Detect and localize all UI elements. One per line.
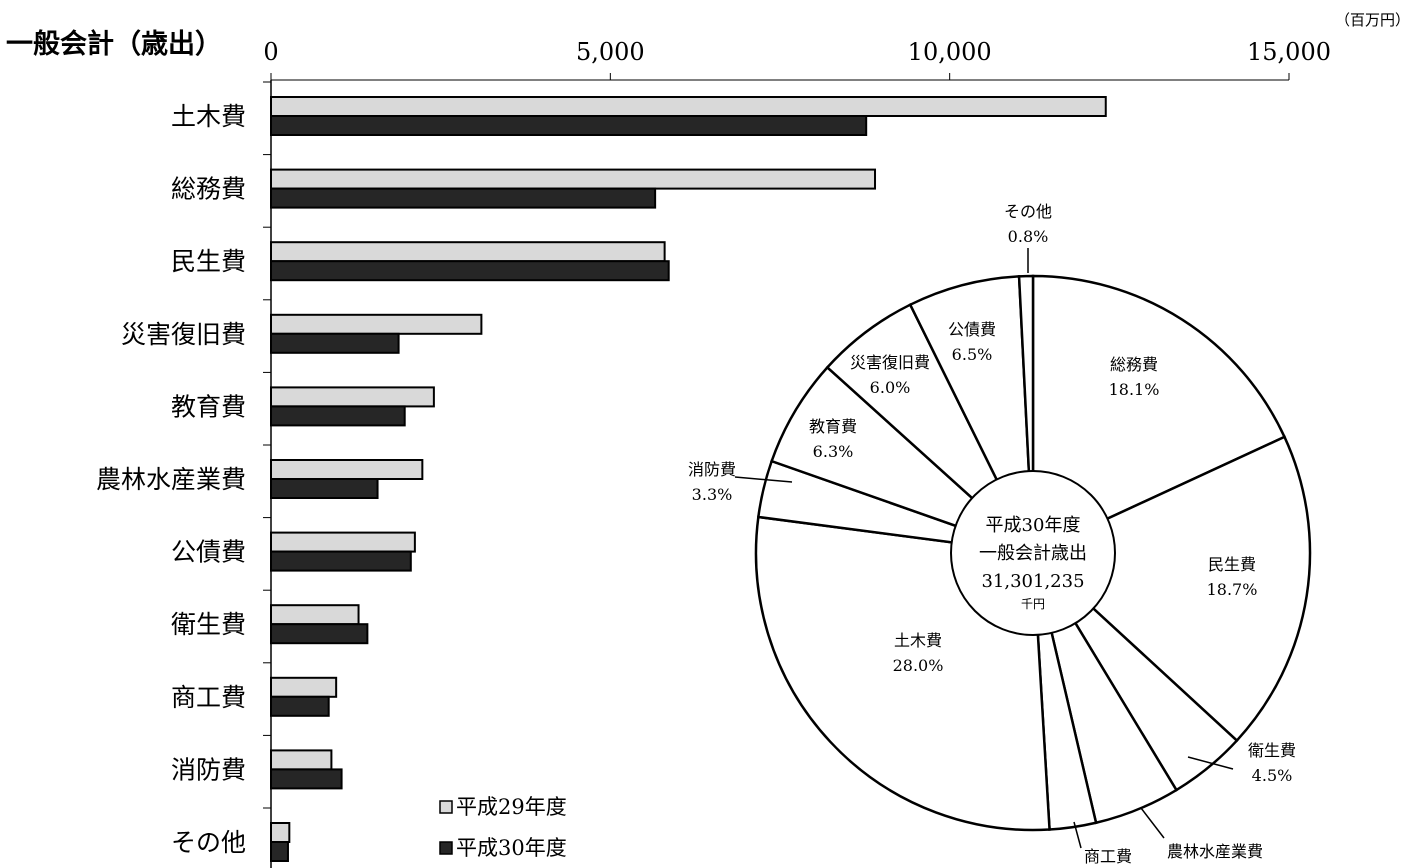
category-label: その他 — [171, 828, 246, 857]
bar-h30 — [270, 768, 343, 790]
leader-line — [1140, 807, 1165, 839]
chart-title: 一般会計（歳出） — [6, 28, 222, 60]
slice-label: 公債費 — [948, 320, 996, 339]
slice-label: 災害復旧費 — [850, 353, 930, 372]
donut-slice — [1031, 274, 1287, 555]
category-label: 消防費 — [171, 755, 246, 784]
category-label: 商工費 — [171, 683, 246, 712]
leader-line — [1187, 756, 1234, 770]
x-tick-label: 10,000 — [908, 38, 992, 66]
bar-h29 — [270, 168, 877, 190]
bar-h29 — [270, 604, 360, 626]
bar-h30 — [270, 405, 406, 427]
legend-label-h30: 平成30年度 — [456, 836, 567, 860]
bar-h30 — [270, 550, 412, 572]
slice-label: 民生費 — [1208, 555, 1256, 574]
slice-label: 総務費 — [1110, 355, 1158, 374]
bar-h30 — [270, 115, 868, 136]
x-tick-label: 5,000 — [576, 38, 645, 66]
bar-h30 — [270, 478, 379, 499]
slice-label: 土木費 — [894, 631, 942, 650]
slice-percent: 6.5% — [952, 345, 993, 364]
bar-h29 — [270, 313, 483, 335]
donut-center-label: 31,301,235 — [981, 571, 1084, 592]
slice-percent: 28.0% — [893, 656, 944, 675]
x-tick-label: 15,000 — [1247, 38, 1331, 66]
donut-slice — [1030, 435, 1312, 743]
bar-h29 — [270, 749, 333, 771]
slice-percent: 6.3% — [813, 442, 854, 461]
category-label: 民生費 — [171, 247, 246, 276]
bar-h29 — [270, 96, 1107, 117]
donut-center-label: 平成30年度 — [986, 515, 1081, 536]
slice-label: 教育費 — [809, 417, 857, 436]
legend-swatch-h29 — [439, 800, 453, 814]
bar-h29 — [270, 459, 424, 480]
bar-h30 — [270, 623, 369, 645]
slice-percent: 0.8% — [1008, 227, 1049, 246]
category-label: 衛生費 — [171, 610, 246, 639]
donut-center-label: 一般会計歳出 — [979, 543, 1087, 564]
x-tick-label: 0 — [263, 38, 278, 66]
category-label: 土木費 — [171, 102, 246, 131]
slice-percent: 3.3% — [692, 485, 733, 504]
bar-chart: 0 5,000 10,000 15,000 土木費総務費民生費災害復旧費教育費農林水産… — [96, 38, 1331, 868]
bar-h29 — [270, 822, 291, 843]
slice-label: その他 — [1004, 202, 1052, 221]
leader-line — [1073, 821, 1082, 849]
bar-h29 — [270, 676, 338, 698]
category-label: 公債費 — [171, 538, 246, 567]
category-label: 総務費 — [171, 175, 246, 204]
category-label: 農林水産業費 — [96, 465, 246, 494]
slice-percent: 18.7% — [1207, 580, 1258, 599]
bar-h30 — [270, 187, 657, 209]
slice-label: 商工費 — [1084, 847, 1132, 866]
bar-h29 — [270, 386, 435, 408]
bar-h30 — [270, 332, 400, 354]
donut-hole — [950, 470, 1116, 636]
legend-label-h29: 平成29年度 — [456, 795, 567, 819]
category-label: 災害復旧費 — [121, 320, 246, 349]
slice-label: 消防費 — [688, 460, 736, 479]
bar-h30 — [270, 695, 330, 717]
leader-line — [734, 476, 793, 483]
donut-center-label: 千円 — [1021, 597, 1045, 611]
slice-percent: 18.1% — [1109, 380, 1160, 399]
slice-percent: 6.0% — [870, 378, 911, 397]
bar-h30 — [270, 841, 289, 862]
slice-percent: 4.5% — [1252, 766, 1293, 785]
bar-h29 — [270, 531, 416, 553]
legend-swatch-h30 — [439, 841, 453, 855]
slice-label: 農林水産業費 — [1167, 842, 1263, 861]
bar-h30 — [270, 260, 670, 282]
bar-h29 — [270, 241, 666, 263]
legend: 平成29年度 平成30年度 — [439, 795, 567, 860]
unit-label: （百万円） — [1335, 11, 1410, 29]
slice-label: 衛生費 — [1248, 741, 1296, 760]
category-label: 教育費 — [171, 392, 246, 421]
